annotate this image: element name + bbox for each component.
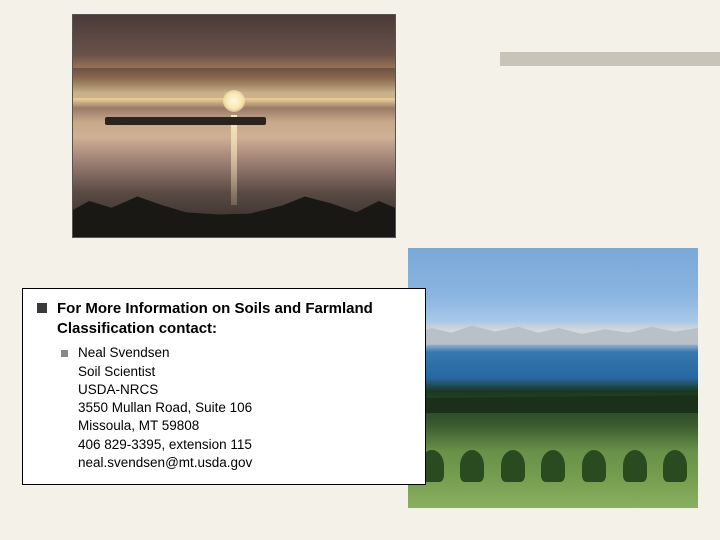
photo-lake — [408, 248, 698, 508]
contact-city: Missoula, MT 59808 — [78, 417, 252, 435]
contact-org: USDA-NRCS — [78, 381, 252, 399]
contact-email: neal.svendsen@mt.usda.gov — [78, 454, 252, 472]
square-bullet-small-icon — [61, 350, 68, 357]
contact-info-box: For More Information on Soils and Farmla… — [22, 288, 426, 485]
contact-phone: 406 829-3395, extension 115 — [78, 436, 252, 454]
bullet-level-2: Neal Svendsen Soil Scientist USDA-NRCS 3… — [61, 344, 411, 472]
contact-title: Soil Scientist — [78, 363, 252, 381]
mountain-range — [408, 321, 698, 345]
sun-icon — [223, 90, 245, 112]
contact-block: Neal Svendsen Soil Scientist USDA-NRCS 3… — [78, 344, 252, 472]
orchard — [408, 432, 698, 482]
contact-street: 3550 Mullan Road, Suite 106 — [78, 399, 252, 417]
sun-reflection — [231, 115, 237, 205]
bullet-level-1: For More Information on Soils and Farmla… — [37, 299, 411, 338]
contact-name: Neal Svendsen — [78, 344, 252, 362]
photo-sunset — [72, 14, 396, 238]
island-silhouette — [105, 117, 266, 125]
info-heading: For More Information on Soils and Farmla… — [57, 299, 411, 338]
tree-line — [408, 383, 698, 413]
square-bullet-icon — [37, 303, 47, 313]
accent-bar — [500, 52, 720, 66]
